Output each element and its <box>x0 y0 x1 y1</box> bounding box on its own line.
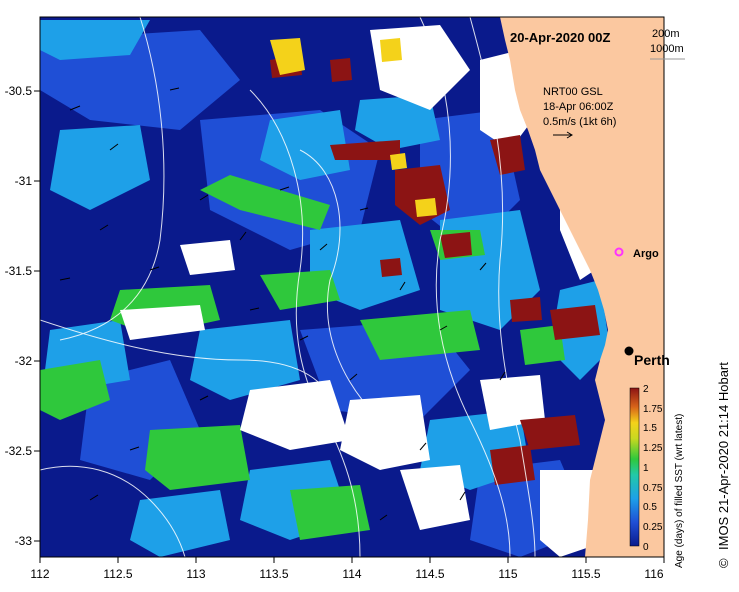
map-plot-area <box>40 17 664 557</box>
depth-legend-1000m: 1000m <box>650 43 684 55</box>
colorbar-ticks: 0 0.25 0.5 0.75 1 1.25 1.5 1.75 2 <box>643 384 663 553</box>
vector-scale-arrow <box>553 131 573 139</box>
perth-marker: Perth <box>624 346 670 368</box>
colorbar-tick-label: 0.25 <box>643 522 663 533</box>
colorbar-tick-label: 0.5 <box>643 502 657 513</box>
x-tick-label: 112.5 <box>103 567 132 581</box>
land-mass <box>500 17 664 557</box>
y-tick-label: -31.5 <box>5 264 33 278</box>
y-tick-label: -33 <box>15 534 33 548</box>
argo-marker: Argo <box>614 247 659 260</box>
colorbar-tick-label: 1 <box>643 463 649 474</box>
vector-time-label: 18-Apr 06:00Z <box>543 101 614 113</box>
x-tick-label: 113 <box>186 567 205 581</box>
copyright-symbol: © <box>716 558 731 568</box>
y-tick-label: -30.5 <box>5 84 33 98</box>
depth-legend-200m: 200m <box>652 28 680 40</box>
credit-text: IMOS 21-Apr-2020 21:14 Hobart <box>716 362 731 550</box>
x-axis: 112 112.5 113 113.5 114 114.5 115 115.5 … <box>30 557 665 581</box>
sst-age-yellow <box>270 38 437 217</box>
y-tick-label: -32 <box>15 354 33 368</box>
x-tick-label: 114 <box>342 567 361 581</box>
y-tick-label: -31 <box>15 174 33 188</box>
vector-source-label: NRT00 GSL <box>543 86 603 98</box>
colorbar-tick-label: 1.5 <box>643 423 657 434</box>
argo-label: Argo <box>633 248 659 260</box>
x-tick-label: 115.5 <box>571 567 600 581</box>
colorbar-tick-label: 0 <box>643 542 649 553</box>
x-tick-label: 112 <box>30 567 49 581</box>
y-axis: -30.5 -31 -31.5 -32 -32.5 -33 <box>5 84 40 548</box>
colorbar-tick-label: 0.75 <box>643 483 663 494</box>
y-tick-label: -32.5 <box>5 444 33 458</box>
perth-label: Perth <box>634 352 670 368</box>
current-vectors <box>59 87 506 521</box>
colorbar-tick-label: 1.75 <box>643 404 663 415</box>
map-title: 20-Apr-2020 00Z <box>510 30 610 45</box>
x-tick-label: 114.5 <box>415 567 444 581</box>
sst-age-green <box>40 175 565 540</box>
x-tick-label: 113.5 <box>259 567 288 581</box>
colorbar <box>629 387 640 547</box>
bathymetry-contours <box>40 17 536 557</box>
x-tick-label: 116 <box>644 567 663 581</box>
colorbar-tick-label: 1.25 <box>643 443 663 454</box>
colorbar-tick-label: 2 <box>643 384 649 395</box>
x-tick-label: 115 <box>498 567 517 581</box>
colorbar-title: Age (days) of filled SST (wrt latest) <box>674 414 685 568</box>
vector-scale-label: 0.5m/s (1kt 6h) <box>543 116 616 128</box>
